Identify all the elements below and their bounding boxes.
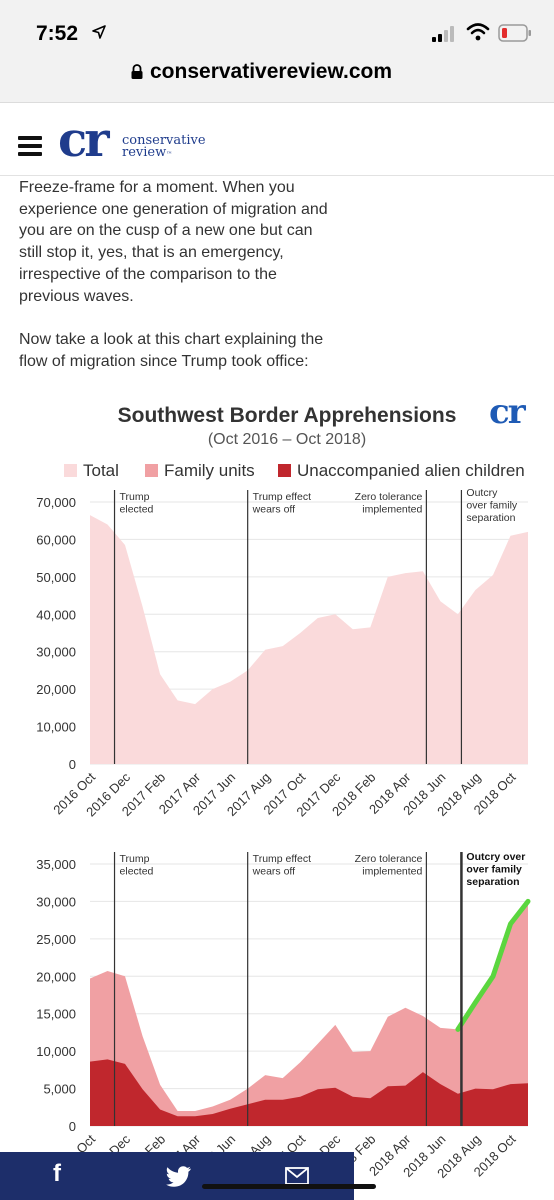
article-body: Freeze-frame for a moment. When you expe… [19,177,339,395]
event-annotation: over family [466,500,518,512]
event-annotation: wears off [252,504,295,516]
total-apprehensions-chart: 0 10,000 20,000 30,000 40,000 50,000 60,000 70,… [36,488,528,819]
event-annotation: implemented [362,504,422,516]
legend-swatch-uac [278,464,291,477]
y-tick-label: 0 [69,757,76,772]
y-tick-label: 40,000 [36,607,76,622]
event-annotation: Zero tolerance [355,853,423,865]
event-annotation: elected [120,866,154,878]
event-annotation: implemented [362,866,422,878]
event-annotation: over family [466,864,522,876]
event-annotation: Trump [120,853,150,865]
y-tick-label: 25,000 [36,932,76,947]
highlight-line [455,898,531,1032]
chart-title: Southwest Border Apprehensions [117,404,457,427]
chart-subtitle: (Oct 2016 – Oct 2018) [207,431,367,448]
y-tick-label: 20,000 [36,969,76,984]
y-tick-label: 30,000 [36,645,76,660]
y-tick-label: 15,000 [36,1007,76,1022]
legend-item-total: Total [64,461,119,481]
status-time: 7:52 [36,22,79,45]
event-annotation: elected [120,504,154,516]
event-annotation: Trump [120,491,150,503]
area-series-0 [90,515,528,764]
battery-low-icon [498,24,531,42]
wifi-icon [466,23,490,41]
event-annotation: separation [466,876,519,888]
y-tick-label: 50,000 [36,570,76,585]
address-bar[interactable]: conservativereview.com [0,56,554,103]
y-tick-label: 10,000 [36,1044,76,1059]
event-annotation: separation [466,512,515,524]
y-tick-label: 30,000 [36,894,76,909]
cellular-signal-icon [432,26,454,42]
y-tick-label: 20,000 [36,682,76,697]
event-annotation: Trump effect [253,491,311,503]
legend-item-uac: Unaccompanied alien children [278,461,525,481]
legend-item-family: Family units [145,461,255,481]
url-text[interactable]: conservativereview.com [150,60,393,83]
site-logo[interactable]: cr [58,112,109,168]
twitter-icon[interactable] [166,1166,192,1187]
y-tick-label: 60,000 [36,532,76,547]
event-annotation: Outcry [466,488,498,499]
family-uac-chart: 0 5,000 10,000 15,000 20,000 25,000 30,000 35,0… [36,851,531,1181]
share-bar: f [0,1152,354,1200]
status-bar: 7:52 [0,0,554,56]
location-arrow-icon [92,25,106,39]
legend-label-uac: Unaccompanied alien children [297,461,525,480]
site-header: cr conservative review™ [0,104,554,176]
event-annotation: Trump effect [253,853,311,865]
area-series-1 [90,1059,528,1126]
home-indicator [202,1184,376,1189]
article-paragraph: Now take a look at this chart explaining… [19,331,324,370]
area-series-0 [90,901,528,1126]
y-tick-label: 35,000 [36,857,76,872]
y-tick-label: 0 [69,1119,76,1134]
logo-trademark: ™ [166,151,173,158]
chart-logo: cr [489,392,526,432]
y-tick-label: 10,000 [36,720,76,735]
article-paragraph: Freeze-frame for a moment. When you expe… [19,179,328,305]
y-tick-label: 70,000 [36,495,76,510]
logo-line-2: review [122,145,167,160]
logo-line-1: conservative [122,133,206,148]
legend-label-total: Total [83,461,119,480]
legend-label-family: Family units [164,461,255,480]
legend-swatch-total [64,464,77,477]
facebook-icon[interactable]: f [53,1160,61,1187]
legend-swatch-family [145,464,158,477]
menu-icon[interactable] [18,136,42,156]
y-tick-label: 5,000 [43,1082,76,1097]
event-annotation: wears off [252,866,295,878]
site-logo-text: conservative review™ [122,133,206,161]
mail-icon[interactable] [285,1167,309,1185]
lock-icon [131,64,143,79]
event-annotation: Outcry over [466,851,525,863]
event-annotation: Zero tolerance [355,491,423,503]
